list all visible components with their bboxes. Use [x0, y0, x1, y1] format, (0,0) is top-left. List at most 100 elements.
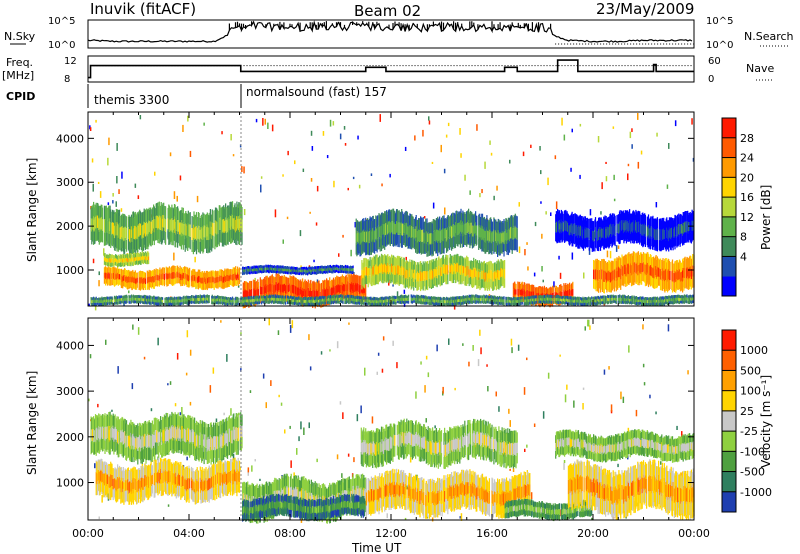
data-cell	[137, 225, 139, 239]
data-cell	[133, 272, 135, 278]
data-cell	[438, 265, 440, 276]
data-cell	[284, 283, 286, 291]
noise-right-tick-top: 10^5	[706, 16, 733, 27]
data-cell	[249, 271, 251, 275]
data-cell	[110, 222, 112, 236]
data-cell	[183, 224, 185, 235]
scatter-cell	[553, 281, 555, 288]
data-cell	[230, 269, 232, 275]
data-cell	[115, 254, 117, 258]
data-cell	[228, 281, 230, 287]
data-cell	[159, 273, 161, 280]
scatter-cell	[381, 183, 383, 187]
data-cell	[163, 267, 166, 274]
data-cell	[598, 269, 600, 280]
data-cell	[217, 270, 219, 277]
data-cell	[596, 280, 599, 292]
data-cell	[634, 272, 636, 283]
data-cell	[246, 282, 248, 291]
data-cell	[171, 278, 173, 286]
scatter-cell	[98, 271, 100, 276]
data-cell	[115, 273, 117, 280]
data-cell	[299, 267, 301, 270]
data-cell	[162, 273, 164, 279]
noise-left-tick-top: 10^5	[48, 16, 75, 27]
frequency-series	[88, 59, 694, 79]
station-title: Inuvik (fitACF)	[90, 0, 196, 18]
data-cell	[228, 275, 230, 281]
data-cell	[522, 284, 524, 291]
data-cell	[191, 270, 193, 277]
data-cell	[612, 279, 614, 289]
scatter-cell	[316, 185, 319, 192]
data-cell	[216, 271, 218, 277]
data-cell	[142, 260, 145, 265]
data-cell	[436, 260, 438, 270]
scatter-cell	[350, 249, 352, 257]
data-cell	[207, 227, 210, 241]
data-cell	[155, 268, 157, 275]
data-cell	[136, 282, 138, 288]
data-cell	[594, 227, 597, 238]
data-cell	[161, 217, 163, 232]
scatter-cell	[112, 193, 114, 197]
data-cell	[226, 274, 228, 281]
scatter-cell	[481, 189, 483, 194]
data-cell	[216, 208, 218, 222]
data-cell	[616, 232, 618, 242]
scatter-cell	[615, 245, 618, 252]
scatter-cell	[617, 245, 620, 249]
data-cell	[154, 219, 156, 230]
data-cell	[201, 217, 203, 229]
data-cell	[599, 271, 602, 282]
data-cell	[235, 280, 237, 286]
data-cell	[198, 239, 200, 253]
data-cell	[133, 257, 135, 261]
data-cell	[398, 210, 400, 223]
data-cell	[427, 263, 429, 272]
data-cell	[401, 256, 403, 266]
data-cell	[641, 254, 643, 264]
data-cell	[415, 279, 417, 288]
data-cell	[274, 277, 276, 285]
data-cell	[118, 262, 120, 267]
scatter-cell	[139, 115, 142, 120]
data-cell	[117, 278, 119, 285]
data-cell	[123, 227, 125, 242]
data-cell	[243, 267, 246, 270]
data-cell	[184, 279, 186, 286]
data-cell	[467, 257, 469, 266]
scatter-cell	[541, 266, 543, 272]
data-cell	[130, 277, 133, 283]
data-cell	[108, 257, 111, 262]
data-cell	[401, 235, 403, 248]
scatter-cell	[558, 255, 560, 260]
freq-tick-top: 12	[64, 56, 77, 67]
scatter-cell	[176, 195, 178, 202]
data-cell	[151, 281, 154, 288]
data-cell	[189, 267, 191, 275]
data-cell	[201, 277, 203, 283]
data-cell	[151, 275, 154, 282]
data-cell	[108, 267, 111, 274]
scatter-cell	[287, 150, 289, 156]
data-cell	[100, 228, 102, 241]
data-cell	[481, 279, 483, 288]
data-cell	[175, 278, 177, 284]
data-cell	[338, 265, 340, 269]
data-cell	[374, 219, 376, 231]
data-cell	[110, 273, 112, 280]
data-cell	[115, 223, 117, 236]
data-cell	[118, 268, 121, 275]
data-cell	[418, 281, 420, 290]
scatter-cell	[631, 128, 633, 132]
data-cell	[397, 222, 399, 235]
data-cell	[129, 216, 131, 229]
data-cell	[234, 227, 236, 240]
data-cell	[447, 274, 449, 285]
data-cell	[659, 279, 662, 291]
data-cell	[476, 215, 478, 226]
data-cell	[234, 279, 236, 286]
data-cell	[155, 274, 157, 281]
